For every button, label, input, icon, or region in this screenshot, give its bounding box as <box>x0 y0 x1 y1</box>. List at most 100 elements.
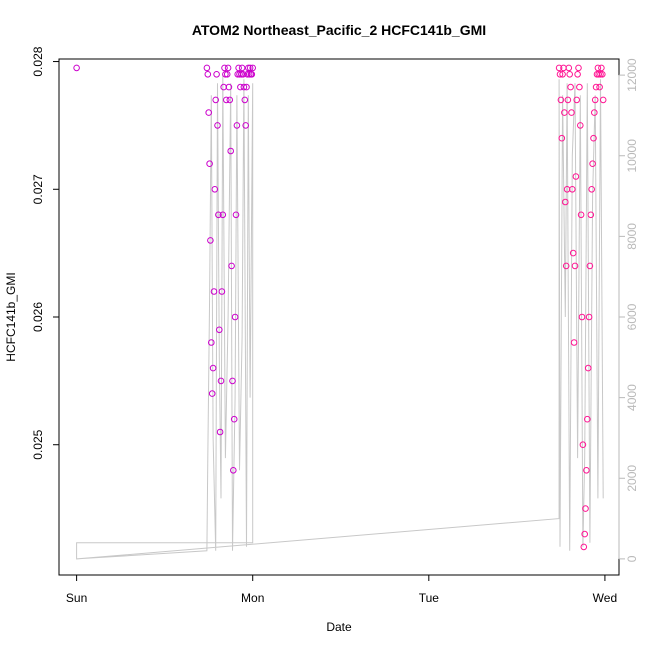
data-point <box>232 211 240 219</box>
data-point <box>239 71 247 78</box>
data-point <box>240 83 248 91</box>
data-point <box>209 364 217 372</box>
data-point <box>246 64 254 72</box>
data-point <box>591 96 599 104</box>
y-axis-label: HCFC141b_GMI <box>4 272 18 361</box>
data-point <box>596 83 603 91</box>
right-tick-label: 8000 <box>625 223 639 250</box>
data-point <box>572 173 580 180</box>
y-tick-label: 0.028 <box>31 46 45 76</box>
right-axis: 0 2000 4000 6000 8000 10000 12000 <box>618 58 639 562</box>
data-point <box>211 186 219 193</box>
x-tick-label: Tue <box>419 591 440 605</box>
data-point <box>213 71 220 78</box>
data-point <box>595 71 603 78</box>
data-point <box>224 64 232 72</box>
data-point <box>594 64 602 72</box>
data-point <box>226 96 234 104</box>
data-point <box>588 186 596 193</box>
right-tick-label: 6000 <box>625 303 639 330</box>
data-point <box>248 71 256 78</box>
series-line <box>76 75 604 560</box>
data-point <box>587 211 595 219</box>
data-point <box>228 262 235 270</box>
data-point <box>558 134 566 142</box>
data-point <box>571 262 579 270</box>
data-point <box>210 288 218 295</box>
data-point <box>73 64 80 72</box>
data-point <box>583 467 590 474</box>
right-tick-label: 4000 <box>625 384 639 411</box>
data-point <box>249 64 256 72</box>
right-tick-label: 2000 <box>625 465 639 492</box>
data-point <box>235 64 242 72</box>
right-tick-label: 10000 <box>625 139 639 173</box>
data-point <box>597 71 604 78</box>
data-point <box>219 211 227 219</box>
data-point <box>231 313 239 321</box>
data-point <box>229 377 236 385</box>
data-point <box>570 339 578 346</box>
data-point <box>223 71 231 78</box>
chart-title: ATOM2 Northeast_Pacific_2 HCFC141b_GMI <box>192 22 486 38</box>
series-line-path <box>76 75 604 560</box>
data-point <box>243 83 250 91</box>
right-tick-label: 12000 <box>625 58 639 92</box>
data-point <box>573 96 581 104</box>
y-tick-label: 0.026 <box>31 302 45 332</box>
data-point <box>575 64 582 72</box>
data-point <box>245 64 252 72</box>
data-point <box>598 64 605 72</box>
data-point <box>589 160 596 167</box>
data-point <box>238 64 246 72</box>
data-point <box>203 64 211 72</box>
data-point <box>562 198 569 206</box>
data-point <box>236 71 243 78</box>
data-point <box>566 71 574 78</box>
data-point <box>584 415 591 423</box>
data-point <box>599 71 606 78</box>
y-tick-label: 0.025 <box>31 429 45 459</box>
data-point <box>206 160 213 167</box>
data-point <box>223 96 230 104</box>
data-point <box>561 109 568 116</box>
data-point <box>225 83 233 91</box>
data-point <box>585 313 593 321</box>
data-point <box>584 364 592 372</box>
data-point <box>567 83 574 91</box>
data-point <box>216 428 224 436</box>
data-point <box>227 147 234 155</box>
data-point <box>204 71 212 78</box>
data-point <box>564 96 572 104</box>
data-point <box>208 390 216 397</box>
data-point <box>586 262 594 270</box>
data-point <box>592 83 600 91</box>
data-point <box>244 71 251 78</box>
data-point <box>574 71 581 78</box>
x-axis-label: Date <box>326 620 352 634</box>
x-axis: Sun Mon Tue Wed <box>66 574 617 605</box>
x-tick-label: Mon <box>241 591 264 605</box>
data-point <box>241 96 249 104</box>
data-point <box>559 71 566 78</box>
data-point <box>582 505 589 512</box>
data-point <box>562 262 570 270</box>
right-tick-label: 0 <box>625 555 639 562</box>
data-point <box>581 530 589 538</box>
data-point <box>578 313 586 321</box>
plot-frame <box>58 58 620 576</box>
data-point <box>565 64 573 72</box>
x-tick-label: Sun <box>66 591 87 605</box>
data-point <box>218 288 226 295</box>
data-point <box>569 249 577 257</box>
data-point <box>214 122 221 129</box>
y-axis: 0.025 0.026 0.027 0.028 <box>31 46 60 460</box>
data-point <box>222 71 229 78</box>
data-point <box>591 109 598 116</box>
data-point <box>230 467 237 474</box>
data-point <box>205 109 212 116</box>
data-point <box>242 122 249 129</box>
data-point <box>221 64 228 72</box>
series-points <box>73 64 607 551</box>
